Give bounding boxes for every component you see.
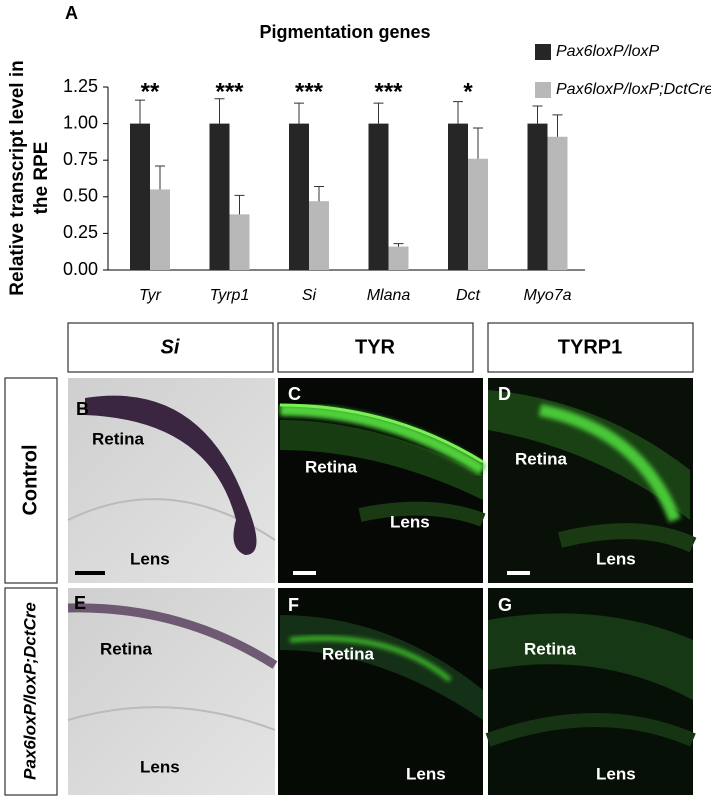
error-bar — [294, 102, 304, 124]
image-panel — [278, 588, 483, 795]
y-axis-label: Relative transcript level in — [7, 60, 28, 296]
error-bar — [234, 194, 245, 215]
significance-label: *** — [215, 78, 244, 105]
image-label: Retina — [524, 639, 577, 658]
chart-title: Pigmentation genes — [259, 22, 430, 42]
panel-letter: D — [498, 384, 511, 404]
column-header: Si — [161, 336, 180, 358]
bar — [309, 201, 329, 270]
image-label: Retina — [322, 644, 375, 663]
row-box — [4, 377, 58, 584]
error-bar — [314, 186, 324, 202]
error-bar — [532, 105, 543, 124]
image-label: Lens — [390, 512, 430, 531]
bar — [150, 189, 170, 270]
header-box — [277, 322, 474, 373]
row-header: Control — [19, 444, 41, 515]
image-panel — [67, 588, 278, 795]
bar — [527, 123, 548, 270]
bar — [130, 123, 150, 270]
panel-label: A — [65, 3, 78, 23]
error-bar — [214, 98, 225, 124]
error-bar — [135, 99, 145, 124]
significance-label: ** — [141, 78, 160, 105]
bar — [547, 136, 568, 270]
x-tick-label: Myo7a — [523, 287, 571, 304]
significance-label: * — [463, 78, 473, 105]
x-tick-label: Mlana — [367, 287, 411, 304]
significance-label: *** — [374, 78, 403, 105]
column-header: TYR — [355, 336, 396, 358]
panel-letter: B — [76, 399, 89, 419]
x-tick-label: Tyrp1 — [210, 287, 250, 304]
panel-letter: E — [74, 593, 86, 613]
row-box — [4, 587, 58, 796]
error-bar — [453, 101, 463, 124]
y-tick-label: 0.75 — [63, 149, 98, 169]
legend-label: Pax6loxP/loxP — [556, 43, 659, 60]
x-tick-label: Si — [302, 287, 317, 304]
y-tick-label: 0.50 — [63, 186, 98, 206]
image-panel — [67, 378, 276, 583]
image-panel — [278, 378, 487, 583]
column-header: TYRP1 — [558, 336, 622, 358]
bar — [368, 123, 389, 270]
header-box — [67, 322, 274, 373]
y-tick-label: 1.25 — [63, 76, 98, 96]
error-bar — [393, 243, 404, 247]
y-tick-label: 0.25 — [63, 222, 98, 242]
image-label: Retina — [515, 449, 568, 468]
bar — [229, 214, 250, 270]
legend-label: Pax6loxP/loxP;DctCre — [556, 81, 711, 98]
row-header: Pax6loxP/loxP;DctCre — [20, 602, 39, 780]
x-tick-label: Dct — [456, 287, 481, 304]
error-bar — [373, 102, 384, 124]
image-label: Lens — [596, 549, 636, 568]
panel-letter: C — [288, 384, 301, 404]
image-label: Retina — [100, 639, 153, 658]
bar — [289, 123, 309, 270]
image-label: Retina — [305, 457, 358, 476]
image-label: Lens — [130, 549, 170, 568]
y-axis-label: the RPE — [31, 142, 52, 215]
y-tick-label: 0.00 — [63, 259, 98, 279]
image-label: Lens — [140, 757, 180, 776]
bar — [448, 123, 468, 270]
image-label: Lens — [406, 764, 446, 783]
error-bar — [552, 114, 563, 137]
legend-swatch — [535, 82, 551, 98]
bar — [209, 123, 230, 270]
image-label: Retina — [92, 429, 145, 448]
bar — [388, 246, 409, 270]
image-panel — [488, 378, 697, 583]
image-panel — [485, 588, 696, 795]
legend-swatch — [535, 44, 551, 60]
y-tick-label: 1.00 — [63, 112, 98, 132]
image-label: Lens — [596, 764, 636, 783]
panel-letter: F — [288, 595, 299, 615]
bar — [468, 158, 488, 270]
significance-label: *** — [295, 78, 324, 105]
x-tick-label: Tyr — [139, 287, 162, 304]
error-bar — [473, 127, 483, 159]
error-bar — [155, 165, 165, 190]
panel-letter: G — [498, 595, 512, 615]
header-box — [487, 322, 694, 373]
